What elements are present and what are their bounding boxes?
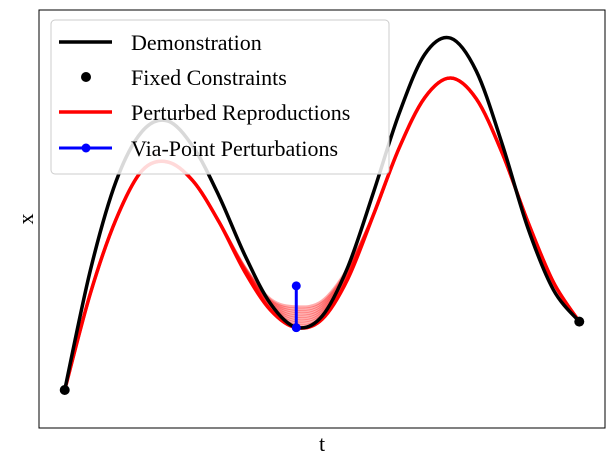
fixed-constraints <box>59 316 585 395</box>
via-point-perturbations <box>291 281 301 333</box>
legend-label-demonstration: Demonstration <box>131 30 262 55</box>
y-axis-label: x <box>13 214 38 225</box>
legend-swatch-fixed-constraints <box>81 72 91 82</box>
fixed-constraint-point-0 <box>59 385 70 395</box>
legend-label-via-point: Via-Point Perturbations <box>131 136 338 161</box>
legend-label-fixed-constraints: Fixed Constraints <box>131 65 287 90</box>
via-point-marker-high <box>291 281 301 291</box>
fixed-constraint-point-1 <box>574 316 585 327</box>
legend-label-reproductions: Perturbed Reproductions <box>131 100 350 125</box>
x-axis-label: t <box>319 431 325 456</box>
legend: Demonstration Fixed Constraints Perturbe… <box>50 19 390 175</box>
legend-swatch-via-point-marker <box>81 143 91 153</box>
legend-box <box>50 19 390 175</box>
via-point-marker-low <box>291 323 301 333</box>
